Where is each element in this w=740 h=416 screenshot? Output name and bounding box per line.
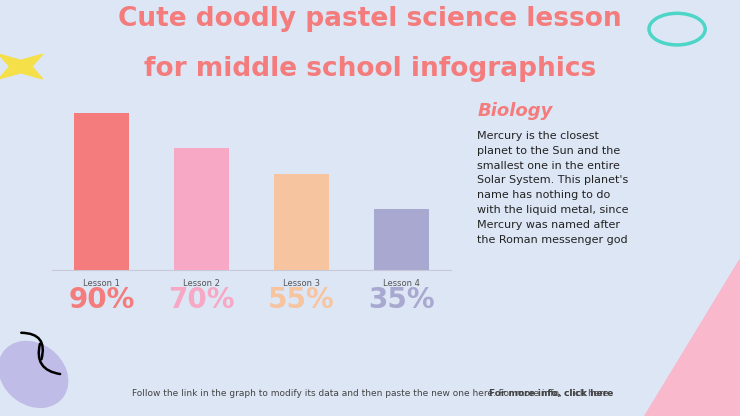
Text: for middle school infographics: for middle school infographics [144, 56, 596, 82]
Text: For more info, click here: For more info, click here [489, 389, 613, 398]
Text: 90%: 90% [69, 285, 135, 314]
Text: Mercury is the closest
planet to the Sun and the
smallest one in the entire
Sola: Mercury is the closest planet to the Sun… [477, 131, 629, 245]
Text: Follow the link in the graph to modify its data and then paste the new one here.: Follow the link in the graph to modify i… [132, 389, 608, 398]
Bar [374, 209, 429, 270]
Text: 70%: 70% [169, 285, 235, 314]
Text: 55%: 55% [268, 285, 335, 314]
Bar [274, 174, 329, 270]
Text: Biology: Biology [477, 102, 553, 120]
Text: Cute doodly pastel science lesson: Cute doodly pastel science lesson [118, 6, 622, 32]
Bar [74, 113, 130, 270]
Text: 35%: 35% [368, 285, 435, 314]
Bar [174, 148, 229, 270]
